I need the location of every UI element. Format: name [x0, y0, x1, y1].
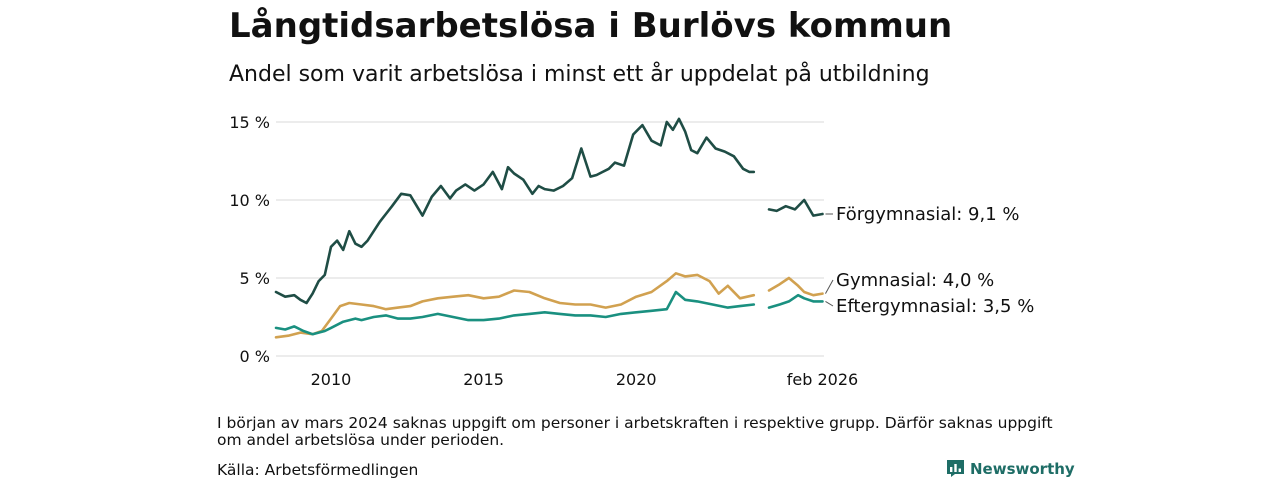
label-leader-gymnasial [825, 279, 834, 294]
chart-title: Långtidsarbetslösa i Burlövs kommun [229, 6, 953, 46]
x-tick-label: 2020 [616, 370, 657, 389]
newsworthy-logo[interactable]: Newsworthy [946, 459, 1075, 478]
series-line-forgymnasial-1 [274, 117, 756, 305]
footnote: I början av mars 2024 saknas uppgift om … [217, 414, 1053, 449]
series-line-eftergymnasial-1 [274, 290, 756, 336]
newsworthy-icon [947, 460, 964, 477]
brand-name: Newsworthy [970, 459, 1075, 478]
series-line-gymnasial-1 [274, 271, 756, 339]
series-line-gymnasial-2 [767, 276, 824, 297]
x-tick-label: 2010 [311, 370, 352, 389]
grid-lines [276, 121, 824, 357]
series-line-forgymnasial-2 [767, 198, 824, 217]
y-tick-label: 0 % [240, 347, 270, 366]
series-labels: Förgymnasial: 9,1 % Gymnasial: 4,0 % Efter… [825, 204, 1034, 317]
x-tick-label: 2015 [463, 370, 504, 389]
y-axis-ticks: 0 % 5 % 10 % 15 % [229, 113, 270, 366]
x-tick-label: feb 2026 [787, 370, 858, 389]
y-tick-label: 5 % [240, 269, 270, 288]
series-label-forgymnasial: Förgymnasial: 9,1 % [836, 204, 1020, 225]
series-line-eftergymnasial-2 [767, 293, 824, 309]
chart-subtitle: Andel som varit arbetslösa i minst ett å… [229, 62, 930, 87]
source-text: Källa: Arbetsförmedlingen [217, 461, 419, 479]
series-lines [274, 117, 824, 339]
label-leader-eftergymnasial [825, 300, 834, 307]
y-tick-label: 10 % [229, 191, 270, 210]
y-tick-label: 15 % [229, 113, 270, 132]
line-chart: 0 % 5 % 10 % 15 % 2010 2015 2020 feb 2026 Förg… [229, 113, 1034, 389]
series-label-eftergymnasial: Eftergymnasial: 3,5 % [836, 296, 1034, 317]
series-label-gymnasial: Gymnasial: 4,0 % [836, 270, 994, 291]
x-axis-ticks: 2010 2015 2020 feb 2026 [311, 370, 859, 389]
